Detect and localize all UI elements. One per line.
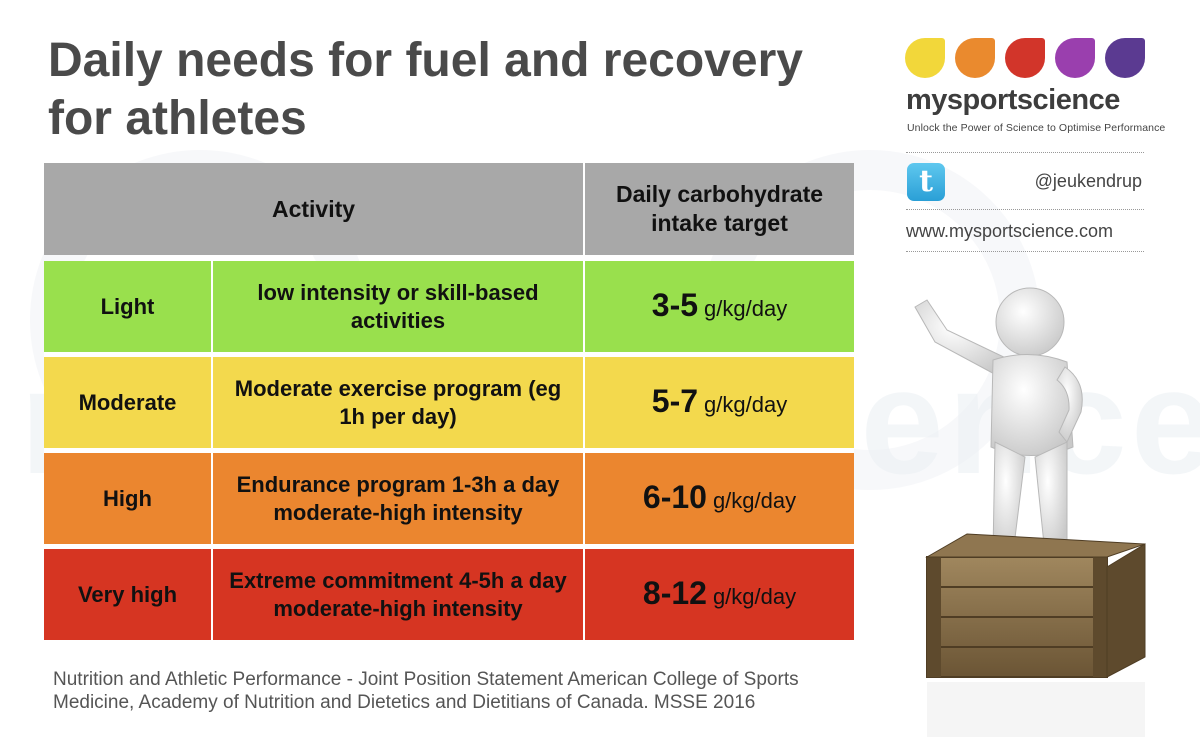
twitter-icon[interactable]: t [907, 163, 945, 201]
table-row-high: High Endurance program 1-3h a day modera… [44, 448, 854, 547]
divider [906, 251, 1144, 252]
level-cell: High [44, 448, 213, 547]
brand-tagline: Unlock the Power of Science to Optimise … [907, 122, 1166, 134]
reference-citation: Nutrition and Athletic Performance - Joi… [53, 669, 799, 713]
logo-drop-icon [955, 38, 995, 78]
target-cell: 6-10 g/kg/day [584, 448, 854, 547]
figure-on-crate-illustration [914, 287, 1146, 737]
level-cell: Very high [44, 544, 213, 640]
target-unit: g/kg/day [712, 487, 797, 513]
table-row-very-high: Very high Extreme commitment 4-5h a day … [44, 544, 854, 640]
target-unit: g/kg/day [704, 295, 788, 321]
target-cell: 5-7 g/kg/day [584, 352, 854, 451]
target-cell: 8-12 g/kg/day [584, 544, 854, 640]
level-cell: Moderate [44, 352, 213, 451]
table-row-light: Light low intensity or skill-based activ… [44, 261, 854, 355]
page-title: Daily needs for fuel and recovery for at… [48, 34, 803, 145]
logo-drop-icon [1055, 38, 1095, 78]
description-cell: Endurance program 1-3h a day moderate-hi… [212, 448, 585, 547]
logo-drop-icon [905, 38, 945, 78]
target-range: 5-7 [651, 382, 699, 419]
table-row-moderate: Moderate Moderate exercise program (eg 1… [44, 352, 854, 451]
target-range: 6-10 [642, 478, 707, 515]
divider [906, 152, 1144, 153]
website-link[interactable]: www.mysportscience.com [906, 221, 1114, 241]
description-cell: Extreme commitment 4-5h a day moderate-h… [212, 544, 585, 640]
target-range: 8-12 [642, 574, 707, 611]
level-cell: Light [44, 261, 213, 355]
target-range: 3-5 [651, 286, 699, 323]
header-activity: Activity [44, 163, 585, 255]
target-unit: g/kg/day [704, 391, 788, 417]
description-cell: Moderate exercise program (eg 1h per day… [212, 352, 585, 451]
twitter-handle[interactable]: @jeukendrup [1034, 171, 1142, 191]
logo-drop-icon [1105, 38, 1145, 78]
brand-logo-drops [905, 38, 1145, 83]
target-cell: 3-5 g/kg/day [584, 261, 854, 355]
table-header-row: Activity Daily carbohydrate intake targe… [44, 163, 854, 255]
carbohydrate-table: Activity Daily carbohydrate intake targe… [44, 163, 854, 640]
header-carb-target: Daily carbohydrate intake target [584, 163, 854, 255]
target-unit: g/kg/day [712, 583, 797, 609]
description-cell: low intensity or skill-based activities [212, 261, 585, 355]
brand-name: mysportscience [906, 84, 1120, 116]
logo-drop-icon [1005, 38, 1045, 78]
divider [906, 209, 1144, 210]
